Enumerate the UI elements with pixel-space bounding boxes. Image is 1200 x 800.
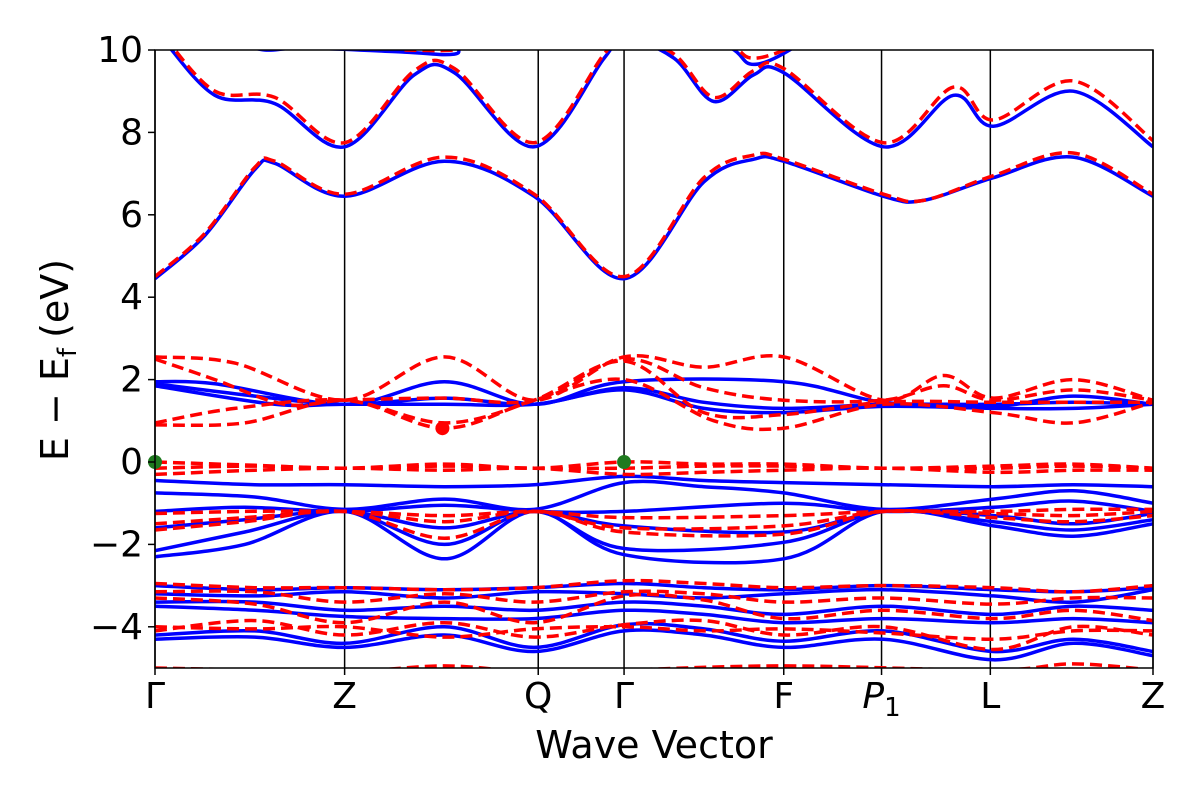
- solid-band-17: [169, 50, 1153, 149]
- y-axis-title-unit: (eV): [33, 259, 77, 338]
- dashed-band-3: [155, 592, 1153, 625]
- dashed-band-17: [172, 50, 1153, 145]
- solid-band-18: [254, 50, 793, 67]
- solid-band-2: [155, 621, 1153, 654]
- dashed-band-15: [155, 377, 1153, 432]
- dashed-band-13: [155, 357, 1153, 408]
- solid-band-16: [155, 154, 1153, 281]
- plot-frame: [154, 49, 1154, 669]
- dashed-band-14: [155, 359, 1153, 425]
- y-axis-title-sub: f: [53, 347, 83, 357]
- y-axis-ticks: −4 −2 0 2 4 6 8 10: [90, 30, 155, 648]
- solid-band-3: [155, 604, 1153, 625]
- dashed-band-16: [155, 150, 1153, 279]
- band-edge-marker-1: [617, 455, 632, 469]
- dashed-band-12: [155, 354, 1153, 402]
- x-tick-label-3: Γ: [614, 676, 634, 717]
- solid-band-12: [155, 474, 1153, 489]
- x-tick-label-6: L: [980, 676, 1000, 717]
- x-tick-label-4: F: [773, 676, 794, 717]
- x-tick-label-7: Z: [1141, 676, 1166, 717]
- bands-layer: [155, 50, 1153, 676]
- y-tick-label: 4: [120, 277, 143, 318]
- solid-band-10: [155, 499, 1153, 515]
- x-tick-label-1: Z: [332, 676, 357, 717]
- y-tick-label: 2: [120, 360, 143, 401]
- solid-band-6: [155, 581, 1153, 594]
- markers-layer: [148, 421, 632, 469]
- y-tick-label: 0: [120, 442, 143, 483]
- x-axis-ticks: Γ Z Q Γ F P1 L Z: [145, 668, 1165, 723]
- dashed-band-7: [155, 509, 1153, 531]
- dashed-band-1: [155, 618, 1153, 652]
- dashed-band-11: [155, 460, 1153, 470]
- y-tick-label: −4: [90, 607, 143, 648]
- kpoint-lines: [154, 50, 1154, 668]
- dashed-band-5: [155, 578, 1153, 594]
- solid-band-15: [155, 384, 1153, 415]
- y-axis-title: E − Ef (eV): [33, 259, 83, 461]
- solid-band-11: [155, 479, 1153, 512]
- solid-band-4: [155, 599, 1153, 617]
- band-edge-marker-2: [435, 421, 450, 436]
- solid-band-0: [155, 674, 1153, 676]
- x-axis-title: Wave Vector: [535, 723, 773, 767]
- y-tick-label: 10: [97, 30, 143, 71]
- dashed-band-6: [155, 509, 1153, 540]
- dashed-band-10: [155, 464, 1153, 471]
- x-tick-label-2: Q: [524, 676, 552, 717]
- dashed-band-2: [155, 624, 1153, 641]
- dashed-band-8: [155, 507, 1153, 520]
- y-tick-label: −2: [90, 524, 143, 565]
- y-tick-label: 8: [120, 112, 143, 153]
- x-tick-label-5: P1: [862, 676, 900, 723]
- dashed-band-9: [155, 466, 1153, 477]
- y-axis-title-main: E − E: [33, 357, 77, 461]
- y-tick-label: 6: [120, 195, 143, 236]
- solid-band-1: [155, 628, 1153, 662]
- x-tick-label-0: Γ: [145, 676, 165, 717]
